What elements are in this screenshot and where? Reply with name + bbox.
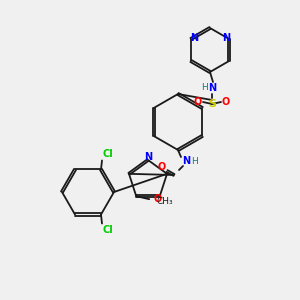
Text: O: O (154, 194, 162, 204)
Text: O: O (158, 162, 166, 172)
Text: H: H (190, 157, 197, 166)
Text: N: N (190, 33, 198, 43)
Text: O: O (222, 97, 230, 107)
Text: Cl: Cl (103, 149, 113, 160)
Text: N: N (144, 152, 152, 162)
Text: S: S (208, 99, 216, 109)
Text: Cl: Cl (103, 224, 113, 235)
Text: H: H (202, 83, 208, 92)
Text: N: N (208, 83, 216, 93)
Text: N: N (222, 33, 230, 43)
Text: N: N (182, 156, 190, 166)
Text: O: O (194, 97, 202, 107)
Text: CH₃: CH₃ (156, 197, 173, 206)
